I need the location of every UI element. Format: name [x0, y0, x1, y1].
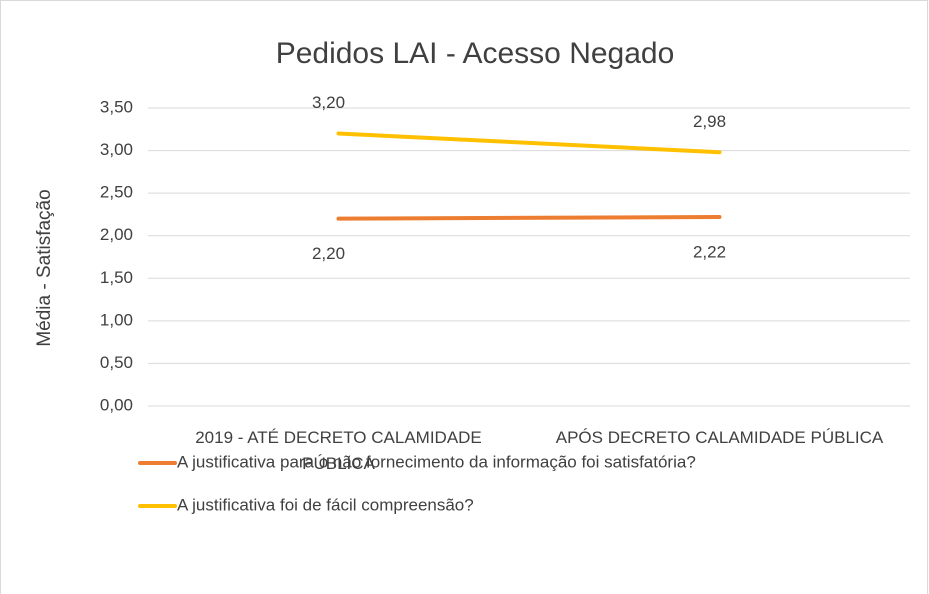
y-tick-label: 2,50	[100, 183, 133, 202]
x-tick-label: 2019 - ATÉ DECRETO CALAMIDADE PÚBLICA	[195, 428, 482, 473]
data-label: 2,20	[312, 244, 345, 263]
series-line	[336, 214, 722, 221]
y-tick-label: 1,50	[100, 268, 133, 287]
data-label: 2,22	[693, 242, 726, 261]
chart-title: Pedidos LAI - Acesso Negado	[276, 37, 675, 70]
series-line	[336, 131, 722, 155]
y-tick-label: 0,50	[100, 353, 133, 372]
data-label: 3,20	[312, 93, 345, 112]
y-tick-label: 0,00	[100, 395, 133, 414]
legend-label: A justificativa para o não fornecimento …	[177, 452, 696, 471]
y-tick-label: 3,50	[100, 97, 133, 116]
x-tick-label: APÓS DECRETO CALAMIDADE PÚBLICA	[555, 428, 884, 447]
legend-label: A justificativa foi de fácil compreensão…	[177, 495, 474, 514]
y-tick-label: 2,00	[100, 225, 133, 244]
y-tick-label: 1,00	[100, 310, 133, 329]
y-tick-label: 3,00	[100, 140, 133, 159]
y-axis-label: Média - Satisfação	[34, 189, 55, 346]
data-label: 2,98	[693, 112, 726, 131]
